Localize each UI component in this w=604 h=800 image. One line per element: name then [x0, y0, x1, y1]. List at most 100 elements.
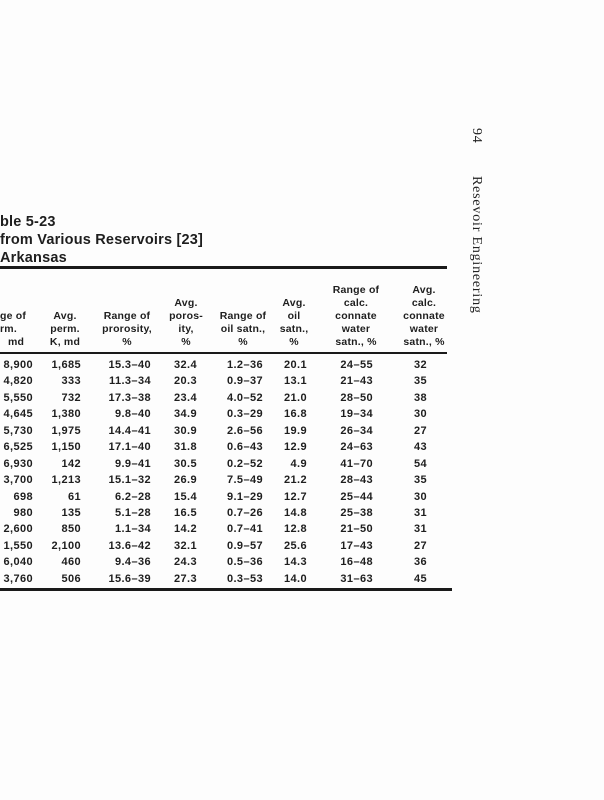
table-cell: 3,760	[3, 572, 33, 585]
table-cell: 732	[61, 391, 81, 404]
column-header: Range of prorosity,%	[102, 310, 152, 348]
table-top-rule	[0, 266, 447, 269]
table-cell: 41–70	[340, 457, 373, 470]
running-head-title: Resevoir Engineering	[469, 175, 484, 314]
table-cell: 9.9–41	[114, 457, 151, 470]
table-cell: 19–34	[340, 408, 373, 421]
table-row: 3,700 1,213 15.1–32 26.9 7.5–49 21.2 28–43 35	[0, 472, 428, 488]
table-cell: 19.9	[283, 424, 307, 437]
table-cell: 36	[413, 556, 427, 569]
table-cell: 32.4	[173, 359, 197, 371]
table-cell: 16.8	[283, 408, 307, 421]
table-cell: 1,975	[51, 424, 81, 437]
column-header: Avg. oil satn.,%	[279, 297, 309, 348]
table-cell: 0.9–57	[226, 539, 263, 552]
table-cell: 4.9	[290, 457, 307, 470]
table-row: 980 135 5.1–28 16.5 0.7–26 14.8 25–38 31	[0, 505, 428, 521]
table-cell: 0.7–41	[226, 523, 263, 536]
table-cell: 61	[67, 490, 81, 503]
table-cell: 980	[13, 506, 33, 519]
table-cell: 17.1–40	[108, 441, 151, 454]
table-cell: 6,525	[3, 441, 33, 454]
table-cell: 6.2–28	[114, 490, 151, 503]
table-cell: 2,100	[51, 539, 81, 552]
table-row: 2,600 850 1.1–34 14.2 0.7–41 12.8 21–50 31	[0, 521, 428, 537]
table-cell: 31.8	[173, 441, 197, 454]
table-row: 5,550 732 17.3–38 23.4 4.0–52 21.0 28–50 38	[0, 390, 428, 406]
table-row: 4,820 333 11.3–34 20.3 0.9–37 13.1 21–43 35	[0, 373, 428, 389]
table-cell: 27	[413, 539, 427, 552]
table-row: 4,645 1,380 9.8–40 34.9 0.3–29 16.8 19–34 30	[0, 406, 428, 422]
table-row: 6,930 142 9.9–41 30.5 0.2–52 4.9 41–70 54	[0, 456, 428, 472]
table-cell: 13.1	[283, 375, 307, 388]
table-cell: 2,600	[3, 523, 33, 536]
table-cell: 0.5–36	[226, 556, 263, 569]
table-cell: 23.4	[173, 391, 197, 404]
table-cell: 14.8	[283, 506, 307, 519]
table-row: 6,040 460 9.4–36 24.3 0.5–36 14.3 16–48 36	[0, 554, 428, 570]
table-row: 1,550 2,100 13.6–42 32.1 0.9–57 25.6 17–43 27	[0, 538, 428, 554]
column-header: Avg. poros-ity,%	[169, 297, 203, 348]
table-cell: 4,820	[3, 375, 33, 388]
table-cell: 30	[413, 490, 427, 503]
table-cell: 9.1–29	[226, 490, 263, 503]
page-number: 94	[469, 128, 484, 144]
table-cell: 16–48	[340, 556, 373, 569]
table-cell: 13.6–42	[108, 539, 151, 552]
table-cell: 0.3–29	[226, 408, 263, 421]
table-cell: 5,730	[3, 424, 33, 437]
table-header-row: ge of rm. md Avg. perm. K, md Range of prorosit…	[0, 280, 445, 349]
table-cell: 506	[61, 572, 81, 585]
table-cell: 45	[413, 572, 427, 585]
table-cell: 16.5	[173, 506, 197, 519]
table-cell: 14.2	[173, 523, 197, 536]
table-cell: 30.9	[173, 424, 197, 437]
table-body: 8,900 1,685 15.3–40 32.4 1.2–36 20.1 24–55 32 4,…	[0, 357, 428, 587]
table-cell: 4.0–52	[226, 391, 263, 404]
table-cell: 31	[413, 523, 427, 536]
table-cell: 24–55	[340, 359, 373, 371]
table-cell: 0.2–52	[226, 457, 263, 470]
table-cell: 32	[413, 359, 427, 371]
table-title-block: ble 5-23 from Various Reservoirs [23] Ar…	[0, 213, 203, 267]
table-cell: 333	[61, 375, 81, 388]
table-cell: 15.4	[173, 490, 197, 503]
table-cell: 34.9	[173, 408, 197, 421]
table-title-line1: ble 5-23	[0, 214, 56, 230]
table-title-line2: from Various Reservoirs [23]	[0, 232, 204, 248]
table-cell: 20.1	[283, 359, 307, 371]
table-cell: 0.6–43	[226, 441, 263, 454]
table-cell: 14.0	[283, 572, 307, 585]
table-cell: 26.9	[173, 474, 197, 487]
table-cell: 35	[413, 474, 427, 487]
table-cell: 142	[61, 457, 81, 470]
table-cell: 1,150	[51, 441, 81, 454]
table-cell: 25.6	[283, 539, 307, 552]
column-header: Range of oil satn.,%	[219, 310, 267, 348]
running-head: 94 Resevoir Engineering	[468, 128, 484, 313]
table-cell: 21–43	[340, 375, 373, 388]
table-cell: 21.0	[283, 391, 307, 404]
table-cell: 135	[61, 506, 81, 519]
table-cell: 850	[61, 523, 81, 536]
table-title-line3: Arkansas	[0, 250, 67, 266]
table-row: 3,760 506 15.6–39 27.3 0.3–53 14.0 31–63 45	[0, 571, 428, 587]
table-cell: 27	[413, 424, 427, 437]
table-cell: 0.3–53	[226, 572, 263, 585]
table-cell: 460	[61, 556, 81, 569]
table-cell: 15.3–40	[108, 359, 151, 371]
table-row: 6,525 1,150 17.1–40 31.8 0.6–43 12.9 24–63 43	[0, 439, 428, 455]
table-cell: 24.3	[173, 556, 197, 569]
table-cell: 14.3	[283, 556, 307, 569]
column-header: Avg. calc. connate water satn., %	[403, 284, 445, 348]
table-cell: 8,900	[3, 359, 33, 371]
column-header: ge of rm. md	[0, 310, 27, 348]
column-header: Range of calc. connate water satn., %	[332, 284, 380, 348]
table-cell: 5.1–28	[114, 506, 151, 519]
table-cell: 26–34	[340, 424, 373, 437]
table-cell: 12.7	[283, 490, 307, 503]
table-cell: 14.4–41	[108, 424, 151, 437]
table-cell: 28–43	[340, 474, 373, 487]
table-cell: 6,930	[3, 457, 33, 470]
